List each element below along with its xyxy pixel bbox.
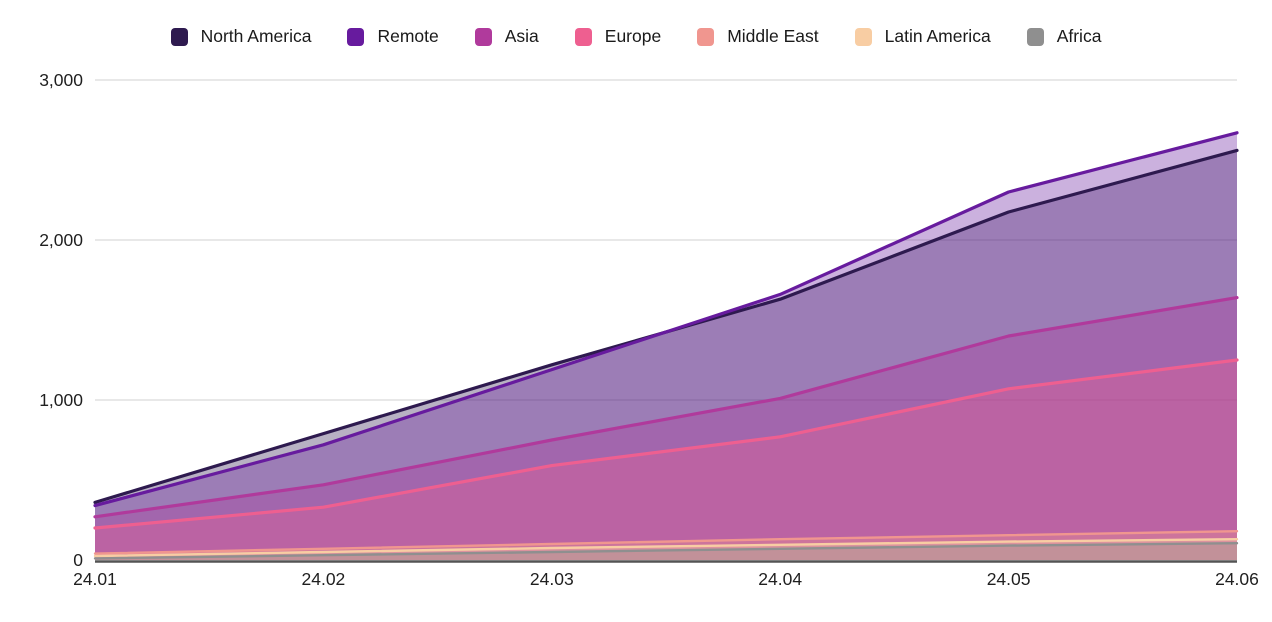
legend-label: North America: [200, 26, 312, 46]
legend-label: Europe: [604, 26, 662, 46]
legend-label: Middle East: [727, 26, 819, 46]
legend-label: Asia: [504, 26, 539, 46]
legend-item-north-america[interactable]: North America: [170, 26, 312, 47]
y-tick-label-3000: 3,000: [39, 70, 83, 90]
line-europe: [93, 358, 1239, 530]
legend-label: Remote: [377, 26, 439, 46]
x-tick-label-24.03: 24.03: [530, 569, 574, 589]
legend-swatch-latin-america: [854, 27, 872, 46]
area-remote: [95, 132, 1237, 561]
legend-swatch-asia: [474, 27, 492, 46]
legend-item-remote[interactable]: Remote: [347, 26, 439, 47]
legend-label: Latin America: [884, 26, 991, 46]
legend: North America Remote Asia Europe Middle East…: [0, 26, 1272, 47]
legend-swatch-africa: [1026, 27, 1044, 46]
legend-item-europe[interactable]: Europe: [574, 26, 662, 47]
y-tick-label-2000: 2,000: [39, 230, 83, 250]
legend-item-africa[interactable]: Africa: [1026, 26, 1102, 47]
legend-swatch-europe: [574, 27, 592, 46]
line-middle-east: [93, 530, 1239, 555]
legend-item-middle-east[interactable]: Middle East: [697, 26, 819, 47]
line-remote: [93, 131, 1239, 508]
line-asia: [93, 296, 1239, 519]
x-tick-label-24.01: 24.01: [73, 569, 117, 589]
y-tick-label-0: 0: [73, 550, 83, 570]
x-tick-label-24.02: 24.02: [302, 569, 346, 589]
x-tick-label-24.06: 24.06: [1215, 569, 1259, 589]
area-asia: [95, 297, 1237, 560]
legend-item-asia[interactable]: Asia: [474, 26, 539, 47]
legend-label: Africa: [1056, 26, 1102, 46]
x-tick-label-24.04: 24.04: [758, 569, 802, 589]
legend-swatch-north-america: [170, 27, 188, 46]
y-tick-label-1000: 1,000: [39, 390, 83, 410]
area-north-america: [95, 150, 1237, 560]
legend-item-latin-america[interactable]: Latin America: [854, 26, 991, 47]
area-europe: [95, 360, 1237, 560]
line-africa: [93, 542, 1239, 560]
line-latin-america: [93, 538, 1239, 558]
legend-swatch-middle-east: [697, 27, 715, 46]
x-tick-label-24.05: 24.05: [987, 569, 1031, 589]
legend-swatch-remote: [347, 27, 365, 46]
